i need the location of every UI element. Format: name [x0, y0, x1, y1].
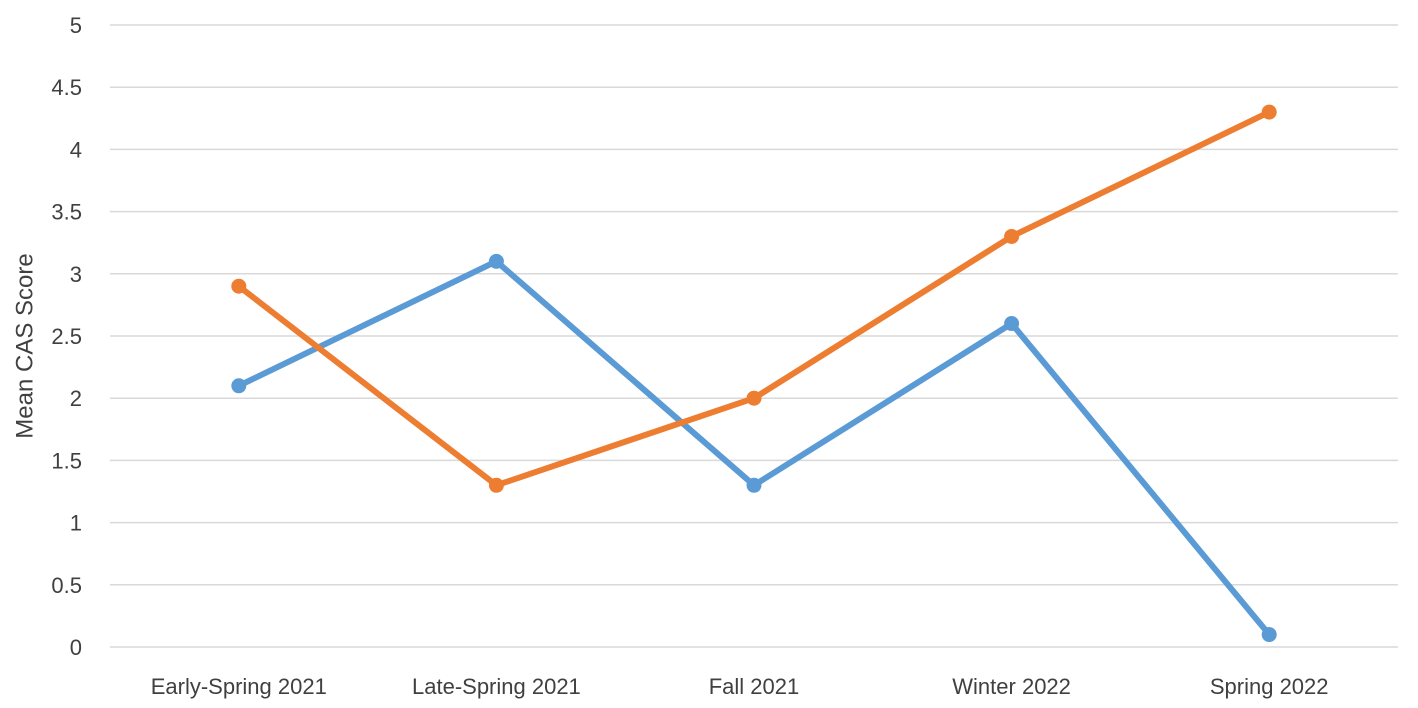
data-point — [1261, 627, 1277, 643]
y-tick-label: 1.5 — [51, 448, 82, 473]
data-point — [488, 253, 504, 269]
y-tick-label: 0.5 — [51, 573, 82, 598]
y-axis-ticks: 0 0.5 1 1.5 2 2.5 3 3.5 4 4.5 5 — [51, 13, 82, 660]
data-point — [1004, 316, 1020, 332]
x-tick-label: Winter 2022 — [952, 674, 1071, 699]
data-point — [488, 477, 504, 493]
series-line — [235, 258, 1273, 638]
x-tick-label: Late-Spring 2021 — [412, 674, 581, 699]
x-axis-ticks: Early-Spring 2021 Late-Spring 2021 Fall 20… — [151, 674, 1329, 699]
y-tick-label: 1 — [70, 511, 82, 536]
y-tick-label: 4.5 — [51, 75, 82, 100]
series-2 — [231, 104, 1277, 493]
series-group — [231, 104, 1277, 643]
series-line — [235, 109, 1273, 489]
data-point — [1261, 104, 1277, 120]
data-point — [1004, 228, 1020, 244]
y-axis-title: Mean CAS Score — [11, 253, 38, 438]
x-tick-label: Spring 2022 — [1210, 674, 1329, 699]
y-tick-label: 3.5 — [51, 200, 82, 225]
data-point — [746, 390, 762, 406]
y-tick-label: 2 — [70, 386, 82, 411]
data-point — [231, 378, 247, 394]
y-tick-label: 5 — [70, 13, 82, 38]
series-1 — [231, 253, 1277, 643]
y-tick-label: 2.5 — [51, 324, 82, 349]
data-point — [231, 278, 247, 294]
y-tick-label: 4 — [70, 137, 82, 162]
data-point — [746, 477, 762, 493]
x-tick-label: Early-Spring 2021 — [151, 674, 327, 699]
y-tick-label: 3 — [70, 262, 82, 287]
y-tick-label: 0 — [70, 635, 82, 660]
x-tick-label: Fall 2021 — [709, 674, 800, 699]
